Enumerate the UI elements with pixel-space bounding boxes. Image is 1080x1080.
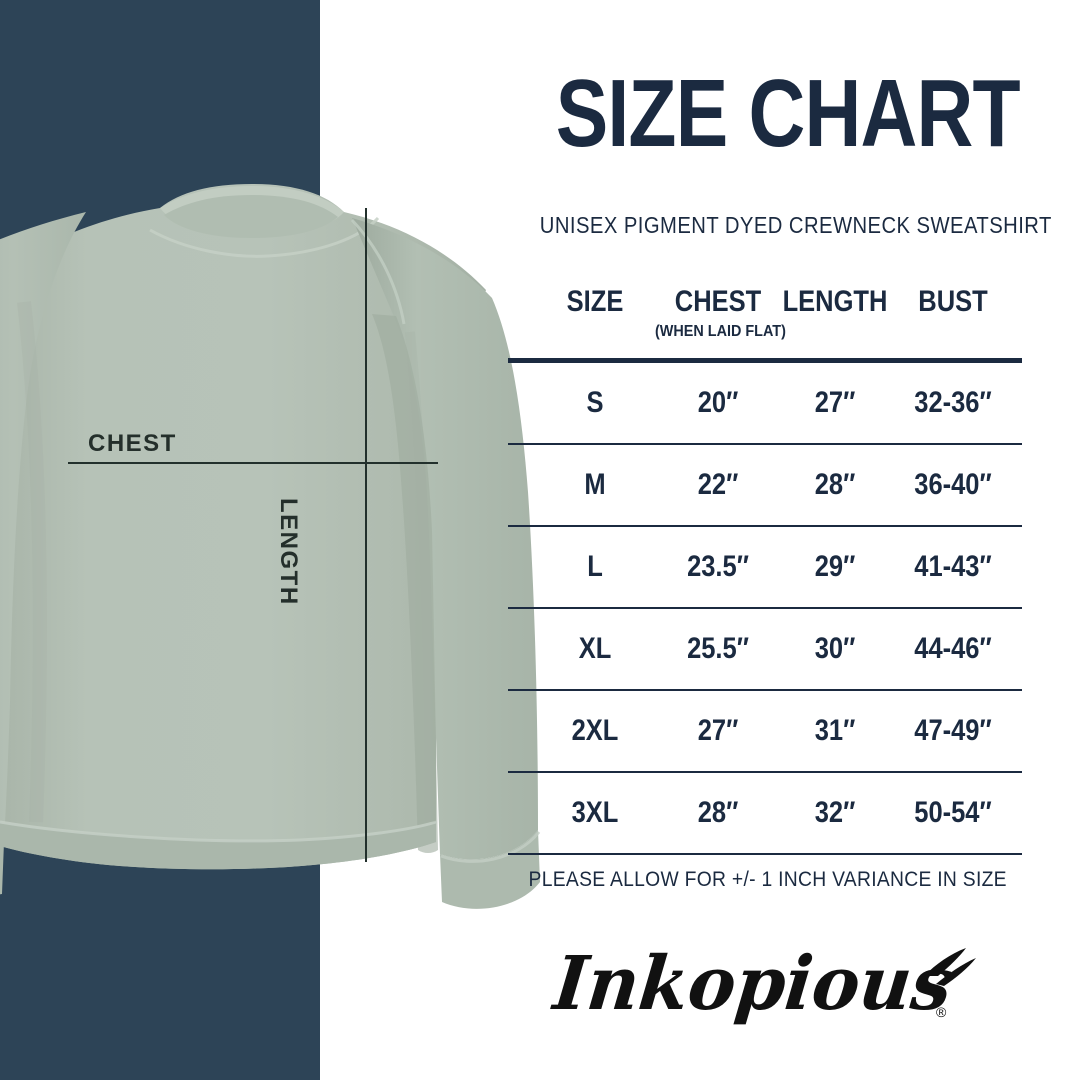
chest-measurement-line <box>68 462 438 464</box>
column-header-note: (WHEN LAID FLAT) <box>655 323 786 340</box>
length-measurement-label: LENGTH <box>275 498 302 606</box>
cell-chest: 28″ <box>697 796 739 829</box>
cell-length: 27″ <box>814 386 856 419</box>
cell-length: 30″ <box>814 632 856 665</box>
cell-chest: 22″ <box>697 468 739 501</box>
cell-size: M <box>584 468 606 501</box>
cell-bust: 41-43″ <box>914 550 992 583</box>
cell-size: XL <box>578 632 612 665</box>
content-column: SIZE CHART UNISEX PIGMENT DYED CREWNECK … <box>508 0 1068 1080</box>
cell-length: 28″ <box>814 468 856 501</box>
cell-size: L <box>587 550 603 583</box>
brand-logo: Inkopious ® <box>538 928 998 1040</box>
column-header-length: LENGTH <box>782 285 888 318</box>
table-row: L 23.5″ 29″ 41-43″ <box>508 527 1022 609</box>
cell-chest: 25.5″ <box>687 632 749 665</box>
table-row: XL 25.5″ 30″ 44-46″ <box>508 609 1022 691</box>
cell-size: 3XL <box>571 796 619 829</box>
column-header-chest: CHEST <box>674 285 762 318</box>
page-subtitle: UNISEX PIGMENT DYED CREWNECK SWEATSHIRT <box>539 212 1052 238</box>
brand-name-text: Inkopious <box>549 941 957 1027</box>
cell-chest: 23.5″ <box>687 550 749 583</box>
table-body: S 20″ 27″ 32-36″ M 22″ 28″ 36-40″ L 23.5… <box>508 363 1022 855</box>
column-header-size: SIZE <box>566 285 624 318</box>
chest-measurement-label: CHEST <box>88 430 177 457</box>
cell-chest: 27″ <box>697 714 739 747</box>
cell-bust: 47-49″ <box>914 714 992 747</box>
table-row: 2XL 27″ 31″ 47-49″ <box>508 691 1022 773</box>
cell-length: 29″ <box>814 550 856 583</box>
cell-bust: 44-46″ <box>914 632 992 665</box>
table-header-row: SIZE CHEST LENGTH BUST (WHEN LAID FLAT) <box>508 285 1022 340</box>
column-header-bust: BUST <box>918 285 988 318</box>
logo-swash-icon <box>920 942 980 990</box>
registered-trademark-symbol: ® <box>936 1004 947 1020</box>
cell-size: 2XL <box>571 714 619 747</box>
variance-note: PLEASE ALLOW FOR +/- 1 INCH VARIANCE IN … <box>528 868 1007 891</box>
cell-length: 32″ <box>814 796 856 829</box>
cell-bust: 50-54″ <box>914 796 992 829</box>
length-measurement-line <box>365 208 367 862</box>
table-header-rule <box>508 358 1022 363</box>
cell-length: 31″ <box>814 714 856 747</box>
size-chart-table: SIZE CHEST LENGTH BUST (WHEN LAID FLAT) … <box>508 285 1022 855</box>
table-row: 3XL 28″ 32″ 50-54″ <box>508 773 1022 855</box>
cell-bust: 32-36″ <box>914 386 992 419</box>
cell-bust: 36-40″ <box>914 468 992 501</box>
cell-size: S <box>586 386 604 419</box>
table-row: S 20″ 27″ 32-36″ <box>508 363 1022 445</box>
cell-chest: 20″ <box>697 386 739 419</box>
page-title: SIZE CHART <box>555 60 1021 167</box>
table-row: M 22″ 28″ 36-40″ <box>508 445 1022 527</box>
sweatshirt-mockup-image <box>0 182 560 922</box>
